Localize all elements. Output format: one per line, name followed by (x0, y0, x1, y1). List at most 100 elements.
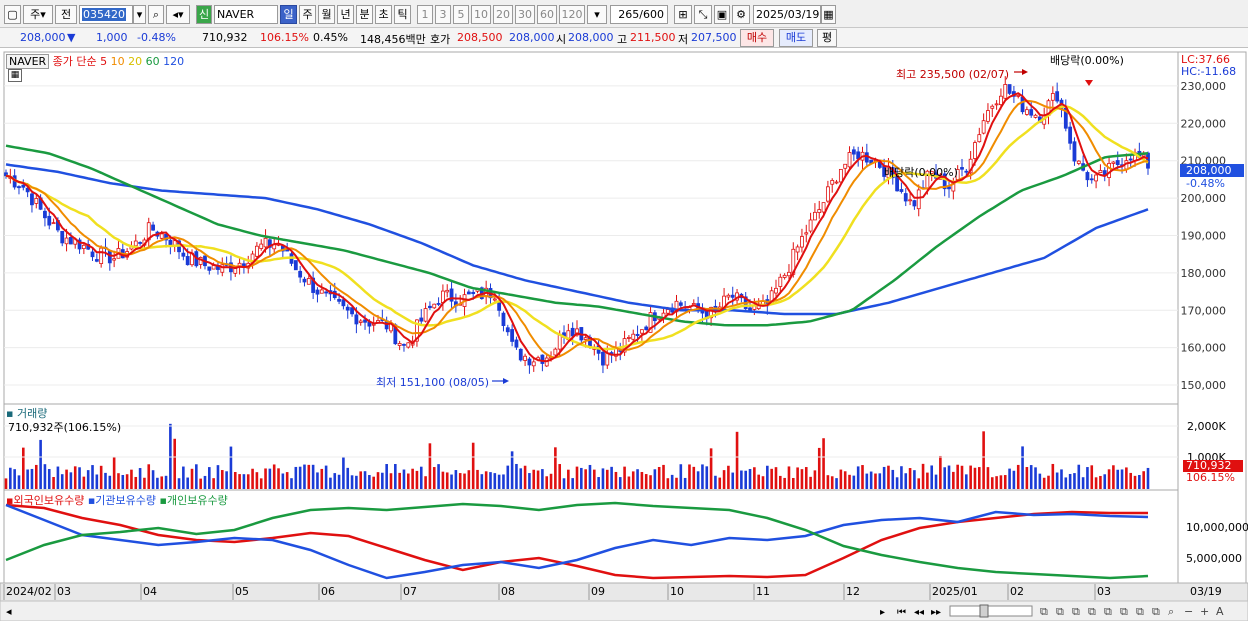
date-field[interactable]: 2025/03/19 (753, 5, 821, 24)
x-tick-label: 08 (501, 585, 515, 598)
volume-bar (562, 478, 566, 489)
candle-body (1085, 172, 1090, 181)
buy-button[interactable]: 매수 (740, 29, 774, 47)
interval-60[interactable]: 60 (537, 5, 557, 24)
sell-button[interactable]: 매도 (779, 29, 813, 47)
candle-body (319, 289, 324, 294)
timeframe-day[interactable]: 일 (280, 5, 297, 24)
interval-dropdown-icon[interactable]: ▾ (587, 5, 607, 24)
interval-30[interactable]: 30 (515, 5, 535, 24)
candle-body (1050, 93, 1055, 101)
grid-toggle-icon[interactable]: ▦ (8, 69, 22, 82)
volume-bar (636, 469, 639, 489)
volume-bar (454, 470, 458, 489)
volume-bar (320, 468, 324, 489)
candle-body (466, 291, 471, 295)
volume-bar (169, 423, 172, 489)
interval-10[interactable]: 10 (471, 5, 491, 24)
volume-bar (960, 465, 964, 489)
candle-body (47, 215, 52, 226)
candle-body (159, 233, 164, 239)
high-annotation: 최고 235,500 (02/07) (896, 68, 1010, 81)
volume-bar (346, 467, 350, 489)
speaker-icon[interactable]: ◂▾ (166, 5, 190, 24)
volume-bar (969, 465, 972, 489)
chart-area[interactable]: 230,000 220,000 210,000 200,000 190,000 180,0… (0, 48, 1248, 622)
timeframe-month[interactable]: 월 (318, 5, 335, 24)
volume-bar (91, 465, 94, 489)
save-icon[interactable]: ▣ (714, 5, 730, 24)
crosshair-icon[interactable]: ⤡ (694, 5, 712, 24)
volume-bar (1081, 477, 1085, 489)
market-select[interactable]: 전 (55, 5, 77, 24)
volume-bar (1025, 467, 1029, 489)
volume-bar (220, 470, 224, 489)
gear-icon[interactable]: ⚙ (732, 5, 750, 24)
volume-bar (143, 477, 146, 489)
evaluate-button[interactable]: 평 (817, 29, 837, 47)
candle-body (423, 308, 428, 322)
chart-tool-icon[interactable]: ⊞ (674, 5, 692, 24)
stock-name-field[interactable]: NAVER (214, 5, 278, 24)
x-tick-label: 04 (143, 585, 157, 598)
candle-body (1033, 114, 1038, 118)
stock-code-input[interactable]: 035420 (79, 5, 133, 24)
candle-body (350, 307, 354, 315)
y-tick-label: 170,000 (1181, 304, 1227, 317)
ma20-line (5, 105, 1149, 351)
candle-body (912, 200, 917, 207)
volume-bar (939, 455, 942, 489)
volume-bar (484, 471, 488, 489)
timeframe-minute[interactable]: 분 (356, 5, 373, 24)
interval-5[interactable]: 5 (453, 5, 469, 24)
volume-bar (1029, 465, 1033, 489)
candle-body (627, 337, 631, 339)
volume-bar (99, 465, 103, 489)
volume-bar (1125, 467, 1128, 489)
volume-bar (246, 474, 250, 489)
legend-symbol[interactable]: NAVER (6, 54, 50, 69)
candle-body (1055, 91, 1060, 102)
interval-20[interactable]: 20 (493, 5, 513, 24)
interval-120[interactable]: 120 (559, 5, 585, 24)
volume-bar (4, 478, 8, 489)
candle-body (817, 209, 822, 213)
volume-bar (653, 469, 657, 489)
volume-bar (1112, 465, 1115, 489)
code-dropdown-icon[interactable]: ▾ (133, 5, 146, 24)
candle-body (856, 151, 861, 160)
interval-3[interactable]: 3 (435, 5, 451, 24)
volume-bar (614, 471, 618, 489)
candle-body (834, 181, 839, 184)
volume-bar (874, 473, 877, 489)
candle-body (220, 264, 225, 273)
candle-body (575, 328, 579, 336)
volume-bar (415, 470, 419, 489)
candle-body (665, 309, 670, 314)
x-tick-label: 03 (57, 585, 71, 598)
legend-ma60: 60 (145, 55, 160, 68)
price-chart[interactable]: 230,000220,000210,000200,000190,000180,0… (0, 48, 1248, 622)
candle-body (847, 152, 852, 168)
timeframe-year[interactable]: 년 (337, 5, 354, 24)
volume-bar (926, 472, 929, 489)
volume-bar (294, 466, 298, 489)
timeframe-tick[interactable]: 틱 (394, 5, 411, 24)
period-select[interactable]: 주▾ (23, 5, 53, 24)
window-menu-icon[interactable]: ▢ (4, 5, 21, 24)
volume-bar (238, 474, 241, 489)
timeframe-week[interactable]: 주 (299, 5, 316, 24)
search-icon[interactable]: ⌕ (148, 5, 164, 24)
candle-body (60, 230, 65, 244)
volume-bar (1086, 467, 1089, 489)
volume-bar (502, 474, 505, 489)
volume-bar (843, 471, 847, 489)
candle-body (315, 289, 320, 295)
candle-body (419, 317, 424, 322)
timeframe-second[interactable]: 초 (375, 5, 392, 24)
volume-bar (337, 474, 341, 489)
calendar-icon[interactable]: ▦ (821, 5, 836, 24)
data-count-field[interactable]: 265/600 (610, 5, 668, 24)
candle-body (151, 224, 155, 231)
interval-1[interactable]: 1 (417, 5, 433, 24)
